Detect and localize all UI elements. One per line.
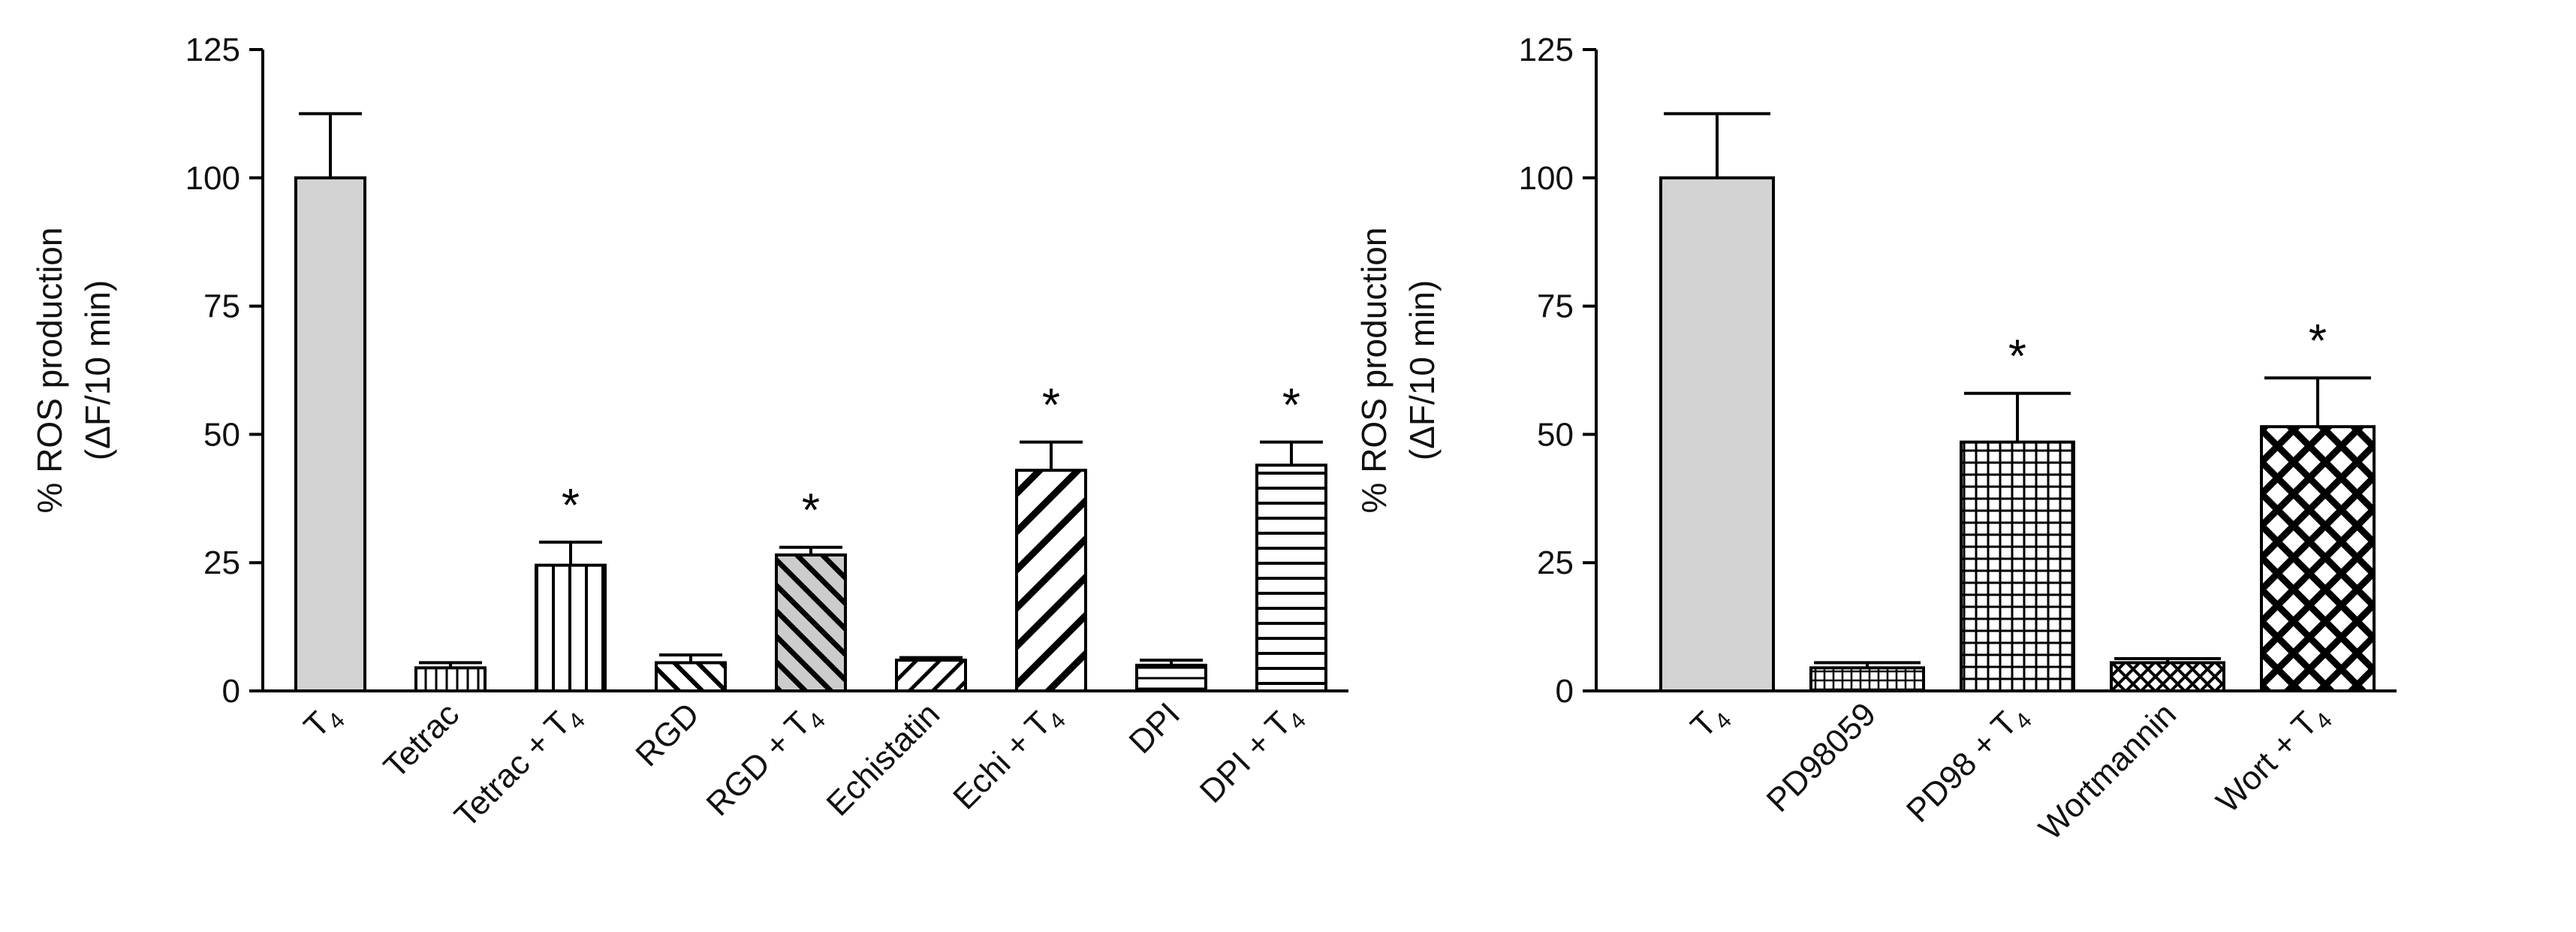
category-label: Tetrac xyxy=(377,695,466,785)
category-label: Wortmannin xyxy=(2032,695,2183,847)
bar xyxy=(1255,463,1327,693)
category-label: Echi + T4 xyxy=(946,695,1071,820)
significance-marker: * xyxy=(2309,315,2327,367)
category-label-text: Echi + T xyxy=(946,704,1058,816)
y-tick-label: 0 xyxy=(1556,673,1574,710)
category-label-text: PD98059 xyxy=(1760,695,1883,819)
bar xyxy=(2110,661,2225,693)
category-label: Tetrac + T4 xyxy=(447,695,590,838)
significance-marker: * xyxy=(802,485,820,537)
y-tick-label: 125 xyxy=(1519,32,1574,68)
y-tick-label: 75 xyxy=(1537,288,1574,325)
category-label: T4 xyxy=(297,695,350,748)
bar xyxy=(1809,666,1925,692)
y-tick-label: 75 xyxy=(203,288,240,325)
category-label-text: Tetrac + T xyxy=(447,704,577,834)
category-label: RGD + T4 xyxy=(700,695,830,826)
category-label: DPI xyxy=(1122,695,1188,761)
bar xyxy=(895,659,967,692)
y-tick-label: 0 xyxy=(222,673,240,710)
bar xyxy=(1135,663,1207,693)
significance-marker: * xyxy=(1282,380,1300,432)
chart-left: 0 25 50 75 100 125 % ROS production (ΔF/10 min)… xyxy=(30,32,1348,838)
significance-marker: * xyxy=(562,480,580,532)
category-label-text: Tetrac xyxy=(377,695,466,785)
category-label: DPI + T4 xyxy=(1193,695,1311,813)
bar xyxy=(294,176,366,693)
category-label: Wort + T4 xyxy=(2210,695,2337,823)
category-label-text: RGD xyxy=(628,695,707,774)
y-axis-label: % ROS production xyxy=(30,228,69,514)
category-label: RGD xyxy=(628,695,707,774)
y-axis-label-units: (ΔF/10 min) xyxy=(1402,280,1442,460)
significance-marker: * xyxy=(1042,380,1060,432)
y-tick-label: 50 xyxy=(1537,416,1574,453)
category-label: T4 xyxy=(1684,695,1737,748)
y-tick-label: 125 xyxy=(185,32,240,68)
category-label-text: DPI + T xyxy=(1193,704,1298,810)
category-label-text: PD98 + T xyxy=(1900,704,2024,829)
category-label-text: Echistatin xyxy=(820,695,948,823)
y-axis-label-units: (ΔF/10 min) xyxy=(78,280,117,460)
bar xyxy=(535,563,607,693)
chart-right: 0 25 50 75 100 125 % ROS production (ΔF/10 min)… xyxy=(1354,32,2397,847)
category-label: Echistatin xyxy=(820,695,948,823)
y-tick-label: 100 xyxy=(1519,160,1574,197)
y-tick-label: 25 xyxy=(203,544,240,581)
bar xyxy=(775,553,847,693)
category-label: PD98 + T4 xyxy=(1900,695,2037,833)
y-tick-label: 50 xyxy=(203,416,240,453)
bar xyxy=(414,666,487,692)
y-tick-label: 100 xyxy=(185,160,240,197)
category-label-text: Wortmannin xyxy=(2032,695,2183,847)
bar xyxy=(1960,440,2075,692)
category-label-text: RGD + T xyxy=(700,704,818,823)
category-label: PD98059 xyxy=(1760,695,1883,819)
y-tick-label: 25 xyxy=(1537,544,1574,581)
category-label-text: DPI xyxy=(1122,695,1188,761)
bar xyxy=(655,661,727,693)
bar xyxy=(2260,425,2376,692)
category-label-text: Wort + T xyxy=(2210,704,2325,820)
y-axis-label: % ROS production xyxy=(1354,228,1393,514)
bar xyxy=(1659,176,1775,693)
significance-marker: * xyxy=(2008,331,2026,383)
bar xyxy=(1015,469,1087,692)
